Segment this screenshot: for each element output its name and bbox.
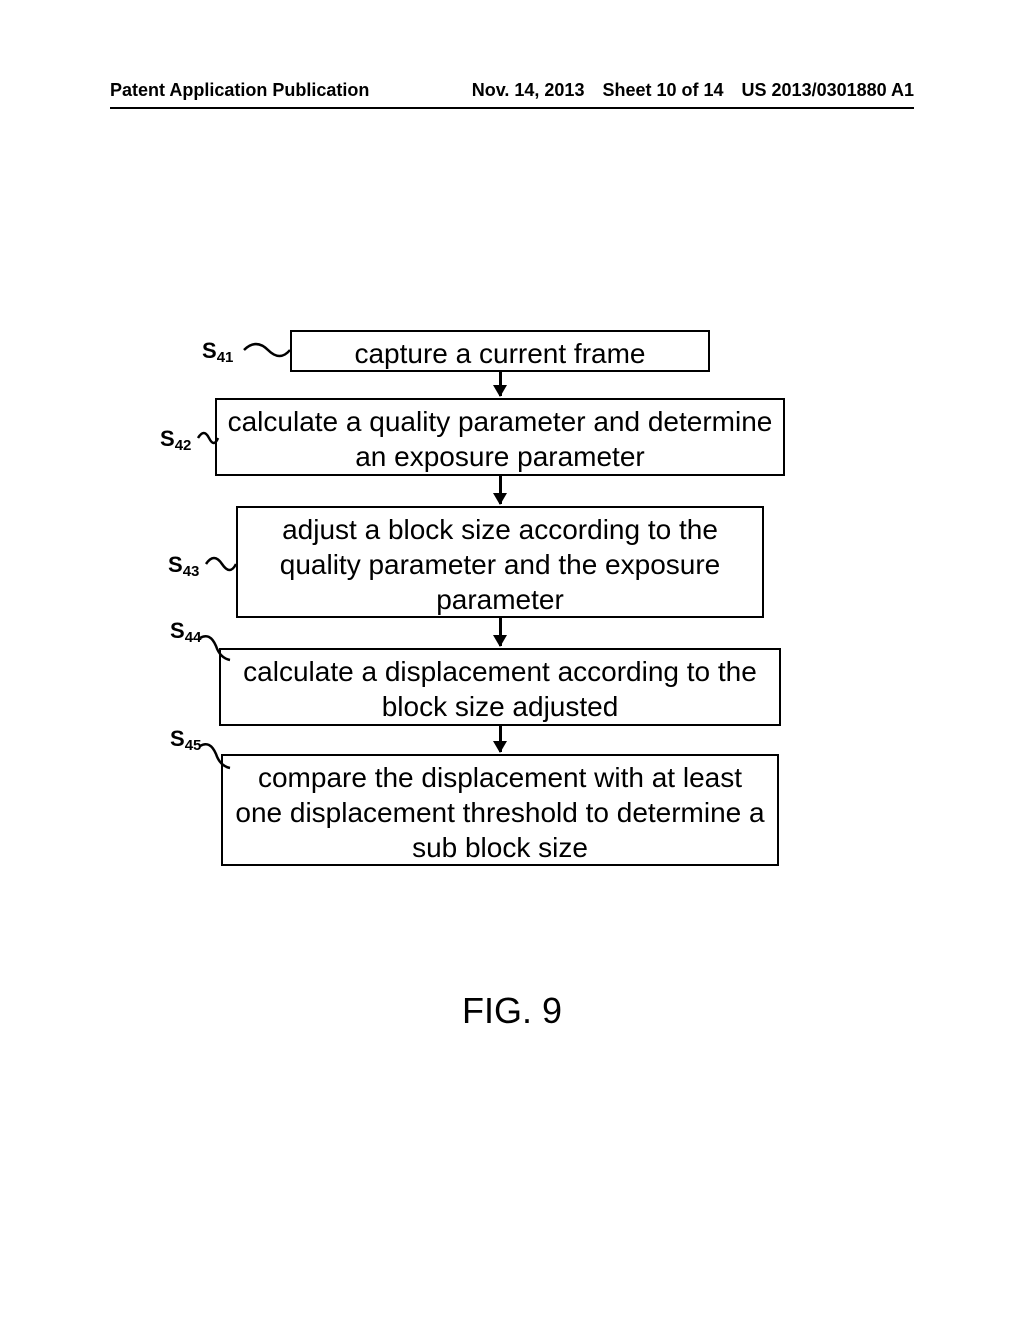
figure-caption-text: FIG. 9 xyxy=(462,990,562,1031)
flow-arrow xyxy=(499,618,502,646)
header-left: Patent Application Publication xyxy=(110,80,369,101)
step-box-s41: capture a current frame xyxy=(290,330,710,372)
step-label-s41: S41 xyxy=(202,338,233,364)
step-text: calculate a quality parameter and determ… xyxy=(228,406,773,472)
label-sub: 44 xyxy=(185,629,202,646)
lead-line-s45 xyxy=(200,744,230,772)
lead-line-s43 xyxy=(206,554,236,574)
flow-arrow xyxy=(499,372,502,396)
label-prefix: S xyxy=(202,338,217,364)
step-text: compare the displacement with at least o… xyxy=(235,762,764,863)
label-prefix: S xyxy=(168,552,183,578)
step-box-s43: adjust a block size according to the qua… xyxy=(236,506,764,618)
step-label-s42: S42 xyxy=(160,426,191,452)
step-box-s42: calculate a quality parameter and determ… xyxy=(215,398,785,476)
lead-line-s41 xyxy=(244,340,290,360)
step-text: adjust a block size according to the qua… xyxy=(280,514,721,615)
label-prefix: S xyxy=(170,618,185,644)
header-pubno: US 2013/0301880 A1 xyxy=(742,80,914,101)
flow-arrow xyxy=(499,726,502,752)
step-label-s43: S43 xyxy=(168,552,199,578)
step-label-s45: S45 xyxy=(170,726,201,752)
flow-arrow xyxy=(499,476,502,504)
step-box-s45: compare the displacement with at least o… xyxy=(221,754,779,866)
step-label-s44: S44 xyxy=(170,618,201,644)
page-header: Patent Application Publication Nov. 14, … xyxy=(110,80,914,109)
label-sub: 41 xyxy=(217,349,234,366)
label-prefix: S xyxy=(160,426,175,452)
step-text: calculate a displacement according to th… xyxy=(243,656,757,722)
label-sub: 43 xyxy=(183,563,200,580)
figure-caption: FIG. 9 xyxy=(462,990,562,1032)
label-sub: 42 xyxy=(175,437,192,454)
header-date: Nov. 14, 2013 xyxy=(472,80,585,101)
lead-line-s44 xyxy=(200,636,230,664)
label-prefix: S xyxy=(170,726,185,752)
header-sheet: Sheet 10 of 14 xyxy=(602,80,723,101)
header-right: Nov. 14, 2013 Sheet 10 of 14 US 2013/030… xyxy=(472,80,914,101)
lead-line-s42 xyxy=(198,428,218,448)
label-sub: 45 xyxy=(185,737,202,754)
step-text: capture a current frame xyxy=(354,338,645,369)
step-box-s44: calculate a displacement according to th… xyxy=(219,648,781,726)
